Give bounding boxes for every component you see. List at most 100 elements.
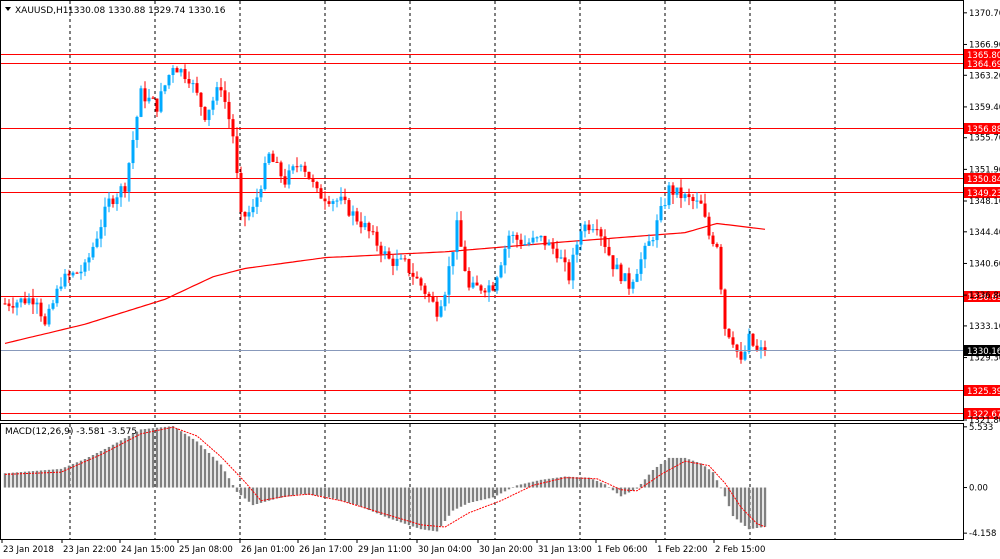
macd-bar — [519, 484, 523, 488]
level-price-tag — [964, 58, 1000, 69]
macd-bar — [543, 479, 547, 488]
candle-body — [523, 244, 527, 246]
candle-body — [51, 303, 55, 309]
macd-bar — [455, 487, 459, 509]
candle-body — [675, 187, 679, 195]
dropdown-triangle-icon[interactable] — [5, 7, 11, 11]
macd-bar — [383, 487, 387, 517]
candle-body — [103, 206, 107, 228]
candle-body — [99, 227, 103, 239]
macd-bar — [483, 487, 487, 500]
macd-bar — [275, 487, 279, 499]
candle-body — [491, 285, 495, 291]
macd-bar — [315, 487, 319, 496]
macd-bar — [339, 487, 343, 501]
macd-bar — [111, 444, 115, 488]
macd-bar — [39, 470, 43, 488]
time-tick-label: 26 Jan 17:00 — [299, 545, 353, 555]
macd-bar — [727, 487, 731, 507]
macd-bar — [151, 428, 155, 488]
macd-bar — [351, 487, 355, 504]
candle-body — [199, 92, 203, 107]
current-price-label: 1330.16 — [967, 347, 1000, 357]
macd-bar — [55, 469, 59, 488]
candle-body — [555, 248, 559, 259]
candle-body — [435, 301, 439, 317]
macd-bar — [499, 487, 503, 494]
macd-bar — [663, 460, 667, 488]
macd-bar — [199, 445, 203, 488]
candle-body — [295, 166, 299, 168]
candle-body — [447, 266, 451, 295]
macd-bar — [303, 487, 307, 495]
candle-body — [167, 75, 171, 86]
macd-bar — [311, 487, 315, 496]
macd-bar — [79, 460, 83, 488]
macd-bar — [163, 426, 167, 488]
macd-bar — [623, 487, 627, 495]
candle-body — [151, 97, 155, 99]
candle-body — [127, 163, 131, 192]
macd-bar — [267, 487, 271, 501]
macd-bar — [551, 478, 555, 488]
candle-body — [91, 246, 95, 258]
macd-bar — [207, 452, 211, 488]
macd-bar — [83, 459, 87, 488]
macd-bar — [227, 478, 231, 488]
candle-body — [119, 186, 123, 198]
macd-bar — [407, 487, 411, 526]
candle-body — [63, 273, 67, 287]
candle-body — [175, 68, 179, 73]
macd-bar — [631, 487, 635, 491]
candle-body — [367, 222, 371, 232]
macd-bar — [51, 469, 55, 488]
candle-body — [395, 258, 399, 266]
level-price-label: 1349.23 — [967, 189, 1000, 199]
candle-body — [683, 194, 687, 199]
macd-bar — [503, 487, 507, 492]
level-price-tag — [964, 123, 1000, 134]
candle-body — [283, 176, 287, 185]
macd-bar — [719, 487, 723, 489]
candle-body — [219, 87, 223, 91]
macd-bar — [703, 466, 707, 488]
symbol-label[interactable]: XAUUSD,H1 — [15, 6, 69, 16]
macd-bar — [99, 450, 103, 488]
candle-body — [115, 197, 119, 205]
candle-body — [703, 203, 707, 217]
candle-body — [379, 245, 383, 255]
candle-body — [359, 221, 363, 228]
macd-bar — [347, 487, 351, 503]
macd-bar — [475, 487, 479, 502]
macd-bar — [387, 487, 391, 519]
candle-body — [239, 173, 243, 212]
candle-body — [19, 298, 23, 303]
macd-tick-label: -4.158 — [969, 529, 996, 539]
ohlc-label: 1330.08 1330.88 1329.74 1330.16 — [68, 6, 226, 16]
macd-bar — [615, 487, 619, 494]
price-tick-label: 1355.70 — [969, 134, 1000, 144]
candle-body — [691, 197, 695, 202]
candle-body — [203, 106, 207, 120]
candle-body — [687, 194, 691, 198]
macd-bar — [511, 487, 515, 488]
macd-bar — [591, 479, 595, 488]
candle-body — [223, 90, 227, 102]
macd-bar — [611, 487, 615, 491]
time-tick-label: 1 Feb 22:00 — [657, 545, 707, 555]
candle-body — [319, 188, 323, 199]
macd-bar — [527, 482, 531, 488]
macd-bar — [135, 431, 139, 488]
macd-bar — [575, 477, 579, 488]
candle-body — [147, 97, 151, 102]
level-price-label: 1322.67 — [967, 410, 1000, 420]
macd-bar — [583, 477, 587, 488]
candle-body — [107, 198, 111, 207]
price-axis: 1370.70 1366.90 1363.20 1359.40 1355.70 1351.… — [963, 9, 1000, 426]
macd-bar — [687, 459, 691, 488]
macd-bar — [299, 487, 303, 495]
price-tick-label: 1370.70 — [969, 9, 1000, 19]
macd-bar — [395, 487, 399, 521]
